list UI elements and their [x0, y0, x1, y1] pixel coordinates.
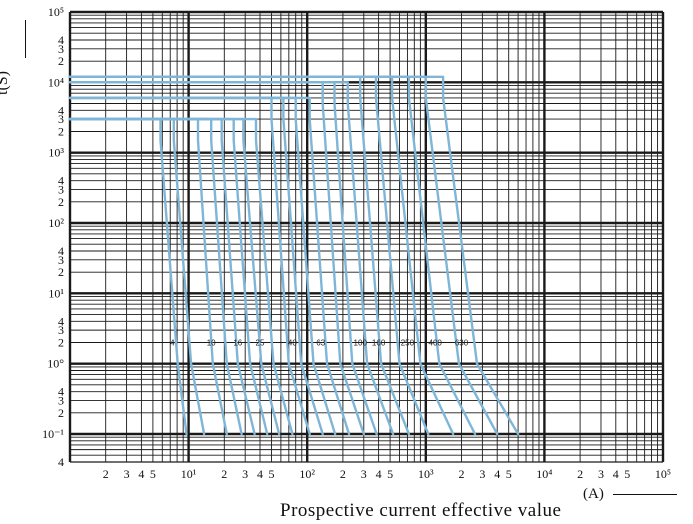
x-axis-unit-rule	[613, 494, 677, 495]
y-tick-label: 2	[58, 406, 64, 420]
y-tick-label: 3	[58, 42, 64, 56]
y-axis-label-rule	[25, 20, 26, 58]
curve-630	[68, 75, 520, 436]
curve-label: 63	[316, 339, 325, 348]
x-tick-label: 3	[124, 467, 130, 481]
curve-label: 100	[354, 339, 368, 348]
curve-label: 160	[372, 339, 386, 348]
x-tick-label: 10³	[418, 467, 434, 481]
x-tick-label: 2	[103, 467, 109, 481]
x-tick-label: 4	[138, 467, 144, 481]
y-tick-label: 3	[58, 253, 64, 267]
y-tick-label: 4	[58, 455, 64, 469]
y-tick-label: 2	[58, 265, 64, 279]
y-tick-label: 10°	[47, 357, 64, 371]
x-tick-label: 4	[376, 467, 382, 481]
x-tick-label: 5	[624, 467, 630, 481]
y-tick-label: 3	[58, 112, 64, 126]
curve-label: 10	[207, 339, 216, 348]
y-tick-label: 10¹	[48, 286, 64, 300]
x-tick-label: 3	[242, 467, 248, 481]
x-tick-label: 4	[257, 467, 263, 481]
y-tick-label: 2	[58, 124, 64, 138]
x-tick-label: 2	[577, 467, 583, 481]
y-tick-label: 10⁻¹	[42, 427, 64, 441]
x-tick-label: 3	[361, 467, 367, 481]
x-tick-label: 5	[268, 467, 274, 481]
curve-label: 16	[233, 339, 242, 348]
x-tick-label: 10²	[299, 467, 315, 481]
y-tick-label: 4	[58, 103, 64, 117]
y-tick-label: 10³	[48, 146, 64, 160]
y-tick-label: 4	[58, 244, 64, 258]
y-tick-label: 4	[58, 385, 64, 399]
x-axis-unit: (A)	[583, 486, 604, 502]
y-tick-label: 2	[58, 195, 64, 209]
y-tick-label: 10⁴	[48, 75, 64, 89]
y-tick-label: 3	[58, 182, 64, 196]
curve-32	[68, 117, 294, 436]
curve-label: 25	[256, 339, 265, 348]
x-tick-label: 2	[340, 467, 346, 481]
y-tick-label: 3	[58, 393, 64, 407]
curve-160	[68, 81, 395, 436]
x-tick-label: 10⁴	[536, 467, 552, 481]
curve-label: 40	[288, 339, 297, 348]
x-tick-label: 5	[387, 467, 393, 481]
curves	[68, 75, 520, 436]
x-tick-label: 4	[613, 467, 619, 481]
x-tick-label: 3	[598, 467, 604, 481]
curve-label: 250	[401, 339, 415, 348]
y-axis-label: t(S)	[0, 71, 11, 95]
x-axis-label: Prospective current effective value	[280, 500, 562, 521]
x-tick-label: 3	[479, 467, 485, 481]
y-tick-label: 4	[58, 174, 64, 188]
y-tick-label: 3	[58, 323, 64, 337]
x-tick-label: 10⁵	[655, 467, 671, 481]
y-tick-label: 10²	[48, 216, 64, 230]
x-tick-label: 4	[494, 467, 500, 481]
curve-label: 4	[170, 339, 175, 348]
x-tick-label: 2	[459, 467, 465, 481]
y-tick-label: 10⁵	[48, 5, 64, 19]
y-tick-label: 4	[58, 314, 64, 328]
curve-80	[68, 96, 351, 436]
x-tick-label: 2	[221, 467, 227, 481]
curve-label: 400	[429, 339, 443, 348]
y-tick-label: 4	[58, 33, 64, 47]
curve-label: 630	[455, 339, 469, 348]
x-tick-label: 5	[150, 467, 156, 481]
y-tick-label: 2	[58, 54, 64, 68]
grid	[68, 10, 665, 463]
x-axis-ticks: 2 3 4 5 10¹ 2 3 4 5 10² 2 3 4 5 10³ 2 3 4 5 10⁴ 2 3 4 5 10⁵	[103, 467, 671, 481]
y-axis-ticks: 10⁵43210⁴43210³43210²43210¹43210°43210⁻¹…	[42, 5, 64, 469]
curve-labels: 4 10 16 25 40 63 100 160 250 400 630	[170, 339, 469, 348]
x-tick-label: 5	[506, 467, 512, 481]
y-tick-label: 2	[58, 336, 64, 350]
x-tick-label: 10¹	[181, 467, 197, 481]
